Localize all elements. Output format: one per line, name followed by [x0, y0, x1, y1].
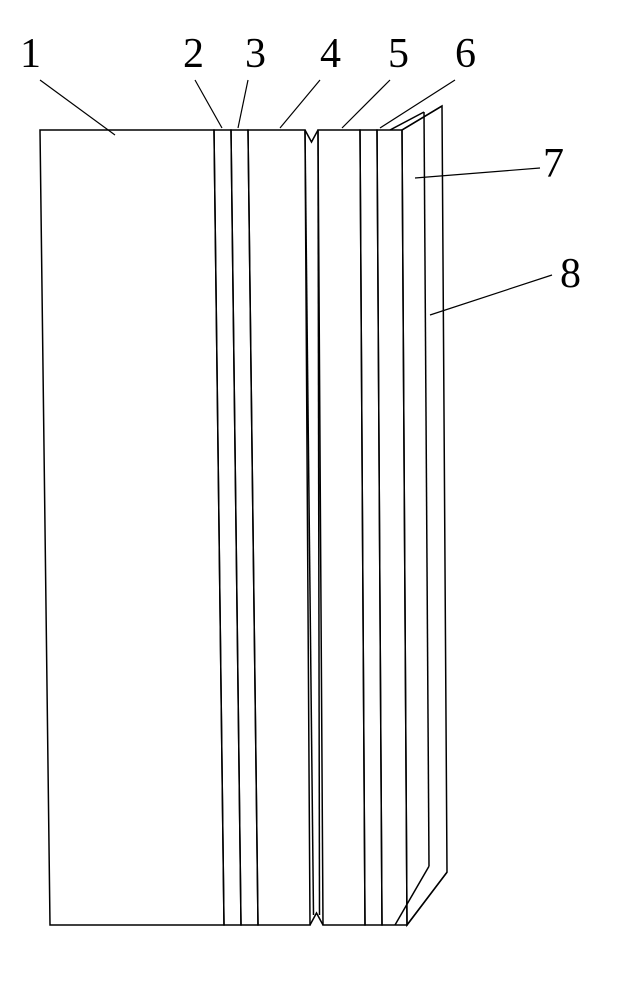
panel-layers [40, 130, 407, 925]
layer-layer4 [248, 130, 310, 925]
leader-line-5 [342, 80, 390, 128]
layer-layer2 [214, 130, 241, 925]
leader-line-7 [415, 168, 540, 178]
leader-line-2 [195, 80, 222, 128]
layer-layer3 [231, 130, 258, 925]
callout-label-4: 4 [320, 30, 341, 78]
callout-label-5: 5 [388, 30, 409, 78]
layer-layer5 [318, 130, 365, 925]
leader-line-1 [40, 80, 115, 135]
callout-label-6: 6 [455, 30, 476, 78]
leader-lines [40, 80, 552, 315]
callout-label-7: 7 [543, 140, 564, 188]
panel-depth [390, 106, 447, 925]
technical-diagram: 1 23 456 7 8 [0, 0, 642, 1000]
leader-line-8 [430, 275, 552, 315]
callout-label-3: 3 [245, 30, 266, 78]
layer-layer1 [40, 130, 224, 925]
callout-label-2: 2 [183, 30, 204, 78]
inner-depth-edge [424, 112, 429, 866]
layer-layer6 [360, 130, 382, 925]
leader-line-4 [280, 80, 320, 128]
callout-label-1: 1 [20, 30, 41, 78]
callout-label-8: 8 [560, 250, 581, 298]
leader-line-3 [238, 80, 248, 128]
